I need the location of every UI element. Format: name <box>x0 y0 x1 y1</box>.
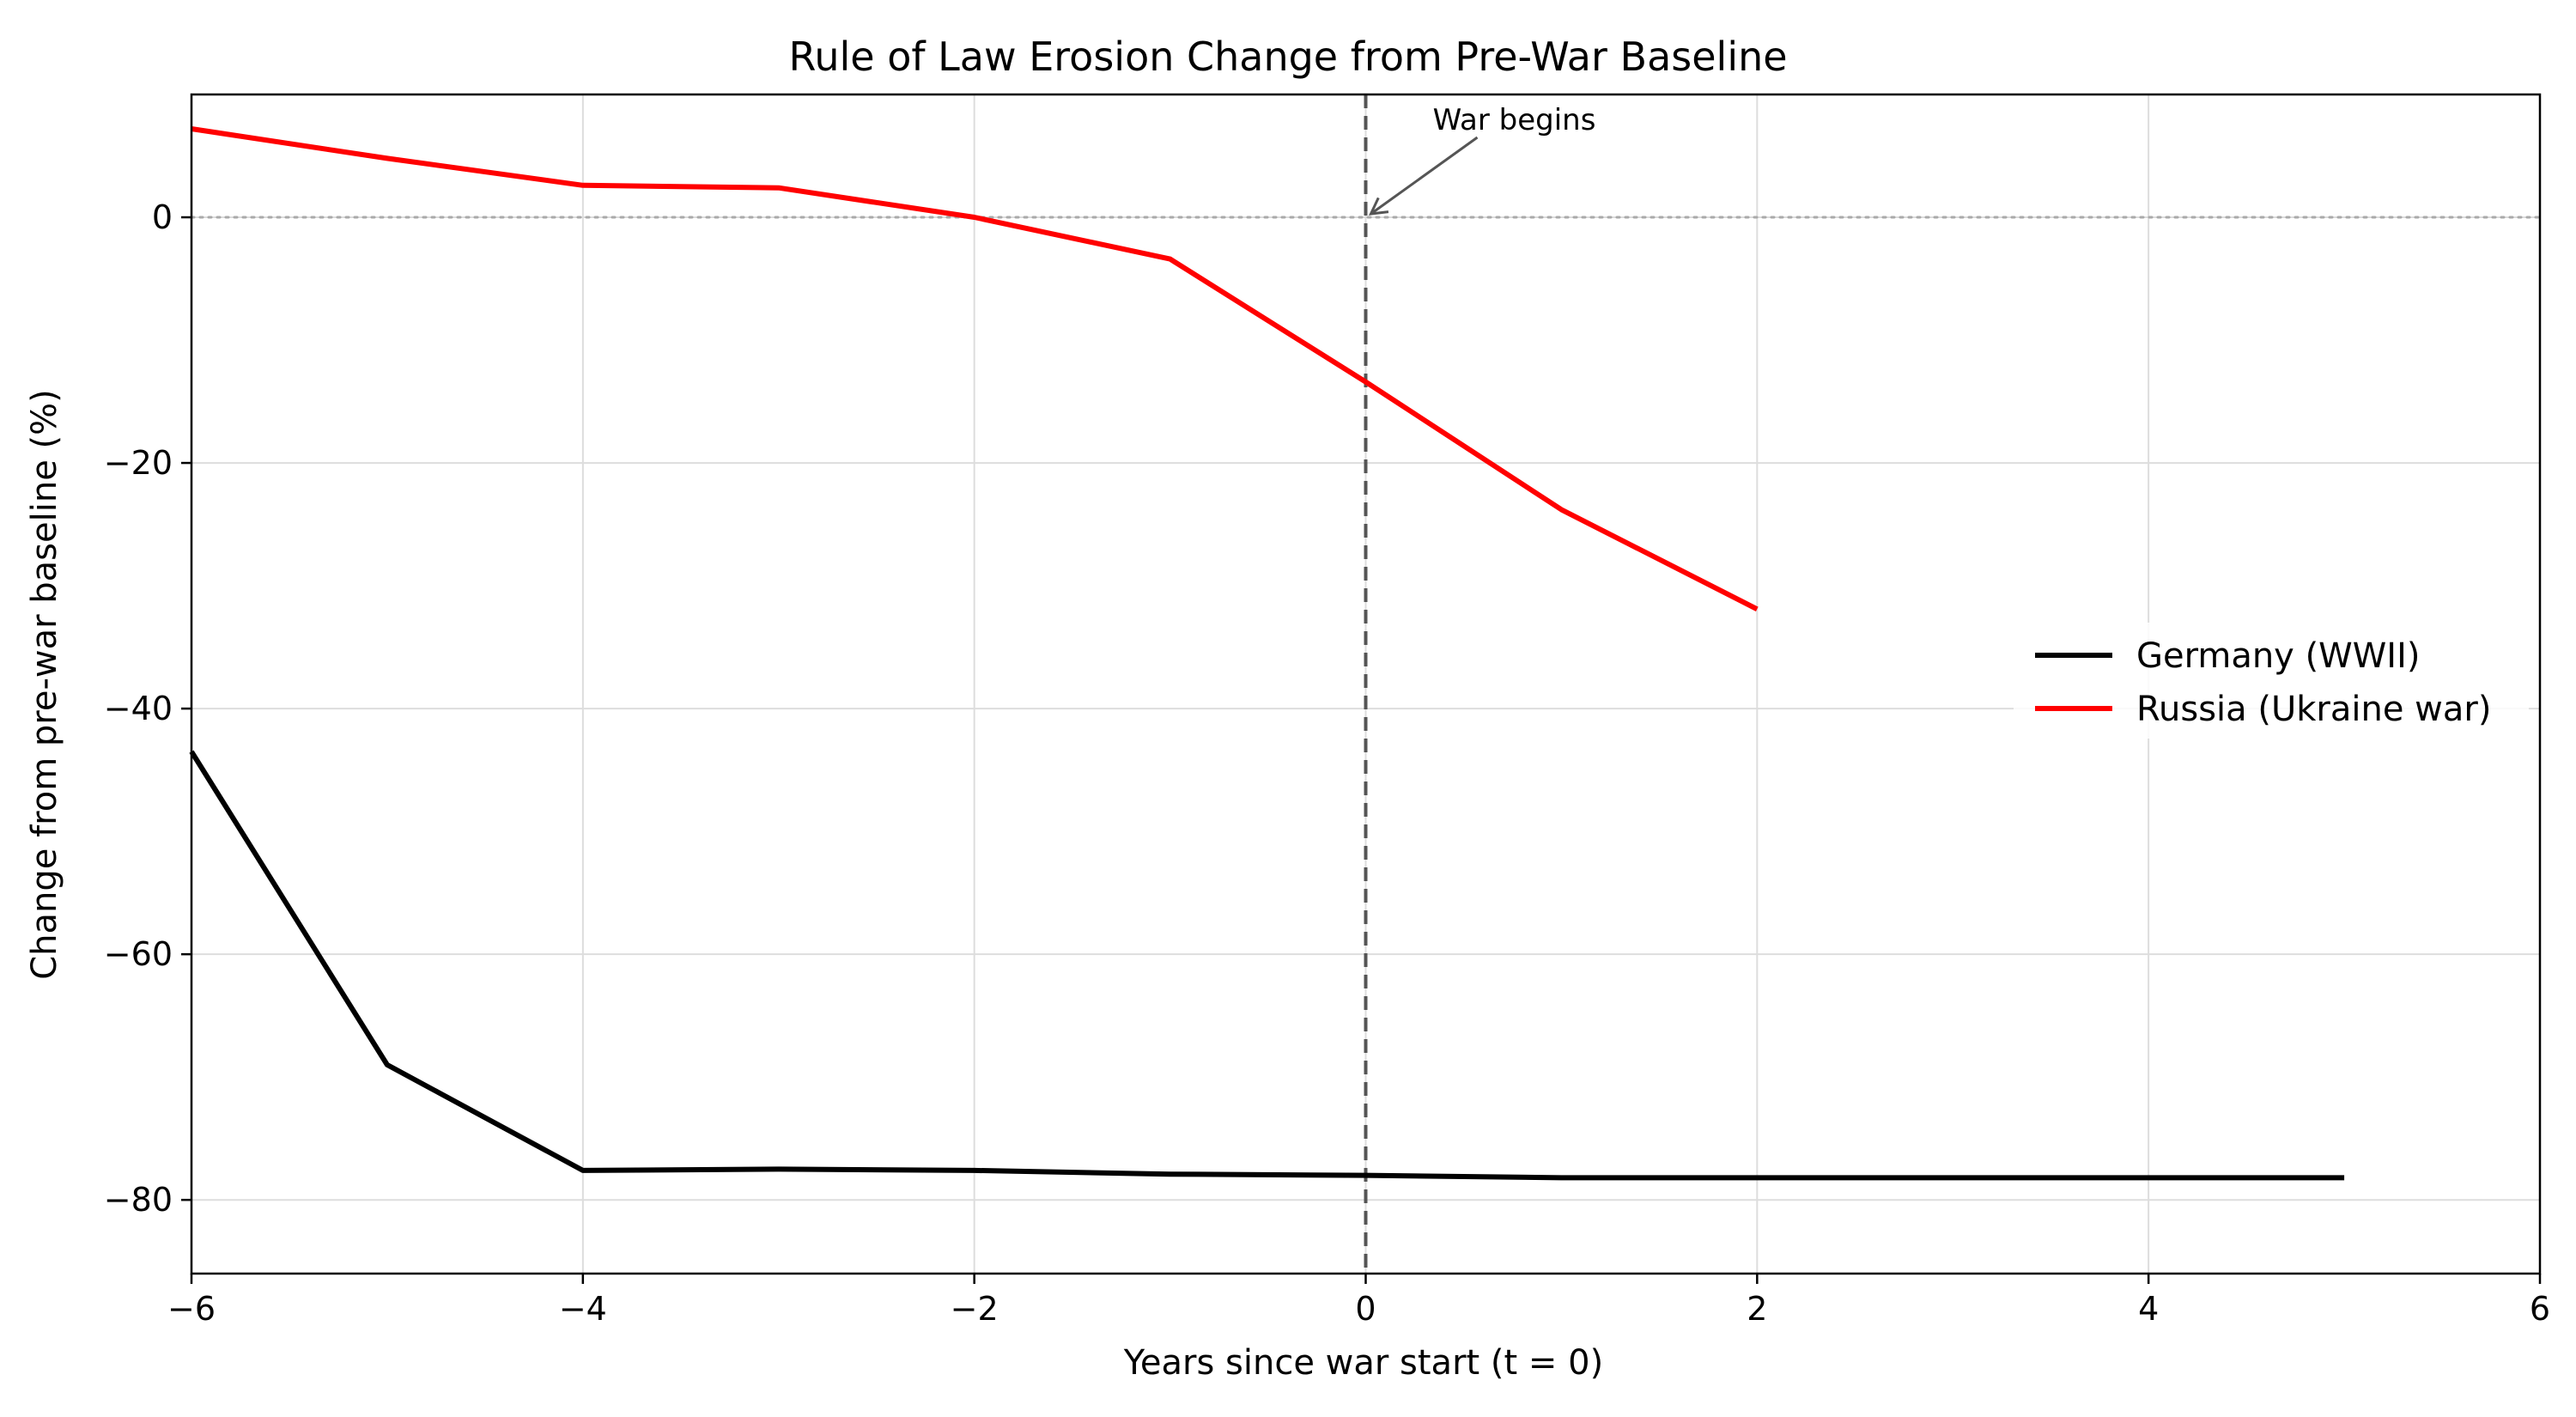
x-tick-label: 2 <box>1747 1290 1767 1328</box>
x-tick-label: 4 <box>2138 1290 2159 1328</box>
y-tick-label: 0 <box>152 198 173 236</box>
x-axis-label: Years since war start (t = 0) <box>1123 1343 1603 1383</box>
x-tick-label: −6 <box>167 1290 216 1328</box>
annotation: War begins <box>1368 103 1596 216</box>
x-tick-label: 6 <box>2530 1290 2550 1328</box>
legend-label-1: Russia (Ukraine war) <box>2136 690 2491 729</box>
chart-title: Rule of Law Erosion Change from Pre-War … <box>788 33 1787 80</box>
x-tick-label: 0 <box>1355 1290 1376 1328</box>
annotation-arrow <box>1370 136 1479 216</box>
reference-lines <box>190 94 2542 1274</box>
x-tick-label: −2 <box>951 1290 999 1328</box>
y-tick-label: −40 <box>104 690 173 727</box>
series-line-1 <box>191 126 1759 611</box>
y-tick-label: −60 <box>104 935 173 973</box>
x-axis-ticks: −6 −4 −2 0 2 4 6 <box>167 1274 2550 1328</box>
legend-box <box>2014 623 2529 739</box>
y-tick-label: −20 <box>104 444 173 482</box>
annotation-text: War begins <box>1433 103 1596 137</box>
y-tick-label: −80 <box>104 1181 173 1219</box>
x-tick-label: −4 <box>559 1290 607 1328</box>
annotation-arrowhead <box>1368 197 1389 216</box>
series-line-0 <box>189 750 2345 1181</box>
y-axis-label: Change from pre-war baseline (%) <box>25 389 64 980</box>
legend-label-0: Germany (WWII) <box>2136 636 2420 676</box>
y-axis-ticks: −80 −60 −40 −20 0 <box>104 198 191 1219</box>
series-lines <box>189 126 2345 1181</box>
legend: Germany (WWII) Russia (Ukraine war) <box>2014 623 2529 739</box>
